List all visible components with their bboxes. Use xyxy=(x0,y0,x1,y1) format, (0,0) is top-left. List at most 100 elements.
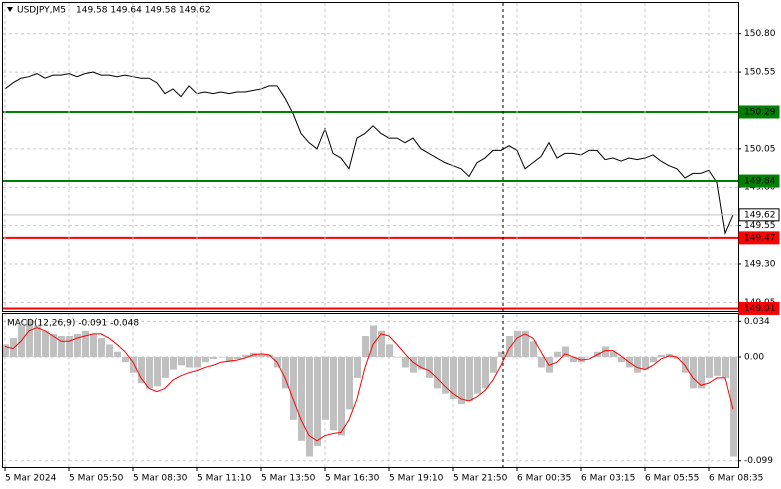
plot-layer xyxy=(2,3,738,467)
ohlc: 149.58 149.64 149.58 149.62 xyxy=(76,6,211,16)
histogram-bar xyxy=(650,356,657,363)
y-tick-label: 0.034 xyxy=(744,317,770,327)
level-label: 149.84 xyxy=(744,177,776,187)
histogram-bar xyxy=(42,330,49,357)
x-tick-label: 5 Mar 13:50 xyxy=(261,474,316,484)
histogram-bar xyxy=(682,356,689,373)
x-tick-label: 5 Mar 08:30 xyxy=(133,474,188,484)
price-line xyxy=(4,71,734,236)
histogram-bar xyxy=(386,344,393,357)
histogram-bar xyxy=(234,356,241,360)
histogram-bar xyxy=(570,356,577,363)
histogram-bar xyxy=(226,356,233,363)
x-tick-label: 6 Mar 03:15 xyxy=(581,474,635,484)
histogram-bar xyxy=(450,356,457,399)
histogram-bar xyxy=(314,356,321,447)
histogram-bar xyxy=(714,356,721,376)
histogram-bar xyxy=(90,333,97,357)
histogram-bar xyxy=(114,351,121,357)
y-tick-label: 149.55 xyxy=(744,221,776,231)
histogram-bar xyxy=(370,325,377,357)
level-label-box xyxy=(738,301,780,315)
histogram-bar xyxy=(394,356,401,358)
symbol-title: USDJPY,M5 xyxy=(17,6,66,16)
histogram-bar xyxy=(586,356,593,358)
y-tick-label: 0.00 xyxy=(744,352,764,362)
histogram-bar xyxy=(210,356,217,360)
x-tick-label: 5 Mar 16:30 xyxy=(325,474,380,484)
histogram-bar xyxy=(482,356,489,389)
histogram-bar xyxy=(170,356,177,370)
level-label: 149.62 xyxy=(744,210,776,220)
macd-title: MACD(12,26,9) -0.091 -0.048 xyxy=(7,319,139,329)
histogram-bar xyxy=(706,356,713,378)
histogram-bar xyxy=(290,356,297,420)
histogram-bar xyxy=(306,356,313,457)
histogram-bar xyxy=(426,356,433,378)
histogram-bar xyxy=(458,356,465,405)
level-label-box xyxy=(738,231,780,245)
histogram-bar xyxy=(218,356,225,358)
histogram-bar xyxy=(498,351,505,357)
y-tick-label: 149.30 xyxy=(744,259,776,269)
level-label-box xyxy=(738,208,780,222)
histogram-bar xyxy=(58,336,65,357)
y-tick-label: 150.05 xyxy=(744,144,776,154)
histogram-bar xyxy=(666,353,673,357)
price-line xyxy=(4,327,734,442)
histogram-bar xyxy=(634,356,641,373)
histogram-bar xyxy=(202,356,209,363)
histogram-bar xyxy=(98,338,105,357)
histogram-bar xyxy=(258,353,265,357)
histogram-bar xyxy=(402,356,409,368)
histogram-bar xyxy=(474,356,481,394)
menu-arrow xyxy=(7,7,13,12)
level-label: 149.01 xyxy=(744,304,776,314)
histogram-bar xyxy=(338,356,345,436)
histogram-bar xyxy=(82,330,89,357)
histogram-bar xyxy=(466,356,473,401)
histogram-bar xyxy=(618,356,625,363)
histogram-bar xyxy=(154,356,161,387)
x-tick-label: 5 Mar 21:50 xyxy=(453,474,508,484)
histogram-bar xyxy=(354,356,361,378)
histogram-bar xyxy=(50,333,57,357)
x-tick-label: 6 Mar 05:55 xyxy=(645,474,699,484)
histogram-bar xyxy=(642,356,649,370)
histogram-bar xyxy=(122,356,129,363)
x-tick-label: 5 Mar 11:10 xyxy=(197,474,252,484)
histogram-bar xyxy=(178,356,185,366)
histogram-bar xyxy=(34,325,41,357)
histogram-bar xyxy=(106,344,113,357)
histogram-bar xyxy=(530,341,537,357)
y-tick-label: -0.099 xyxy=(744,456,773,466)
histogram-bar xyxy=(330,356,337,431)
histogram-bar xyxy=(602,346,609,357)
histogram-bar xyxy=(282,356,289,389)
histogram-bar xyxy=(362,336,369,357)
macd-frame xyxy=(2,313,739,468)
y-tick-label: 150.55 xyxy=(744,68,776,78)
histogram-bar xyxy=(322,356,329,420)
histogram-bar xyxy=(538,356,545,368)
histogram-bar xyxy=(730,356,737,457)
histogram-bar xyxy=(554,351,561,357)
histogram-bar xyxy=(2,344,9,357)
histogram-bar xyxy=(378,330,385,357)
histogram-bar xyxy=(658,354,665,357)
histogram-bar xyxy=(66,336,73,357)
histogram-bar xyxy=(138,356,145,384)
histogram-bar xyxy=(442,356,449,394)
histogram-bar xyxy=(146,356,153,389)
histogram-bar xyxy=(194,356,201,368)
x-tick-label: 6 Mar 00:35 xyxy=(517,474,571,484)
level-label-box xyxy=(738,105,780,119)
histogram-bar xyxy=(242,354,249,357)
histogram-bar xyxy=(130,356,137,373)
histogram-bar xyxy=(186,356,193,368)
level-label-box xyxy=(738,174,780,188)
histogram-bar xyxy=(346,356,353,410)
histogram-bar xyxy=(26,320,33,357)
x-tick-label: 5 Mar 05:50 xyxy=(69,474,124,484)
